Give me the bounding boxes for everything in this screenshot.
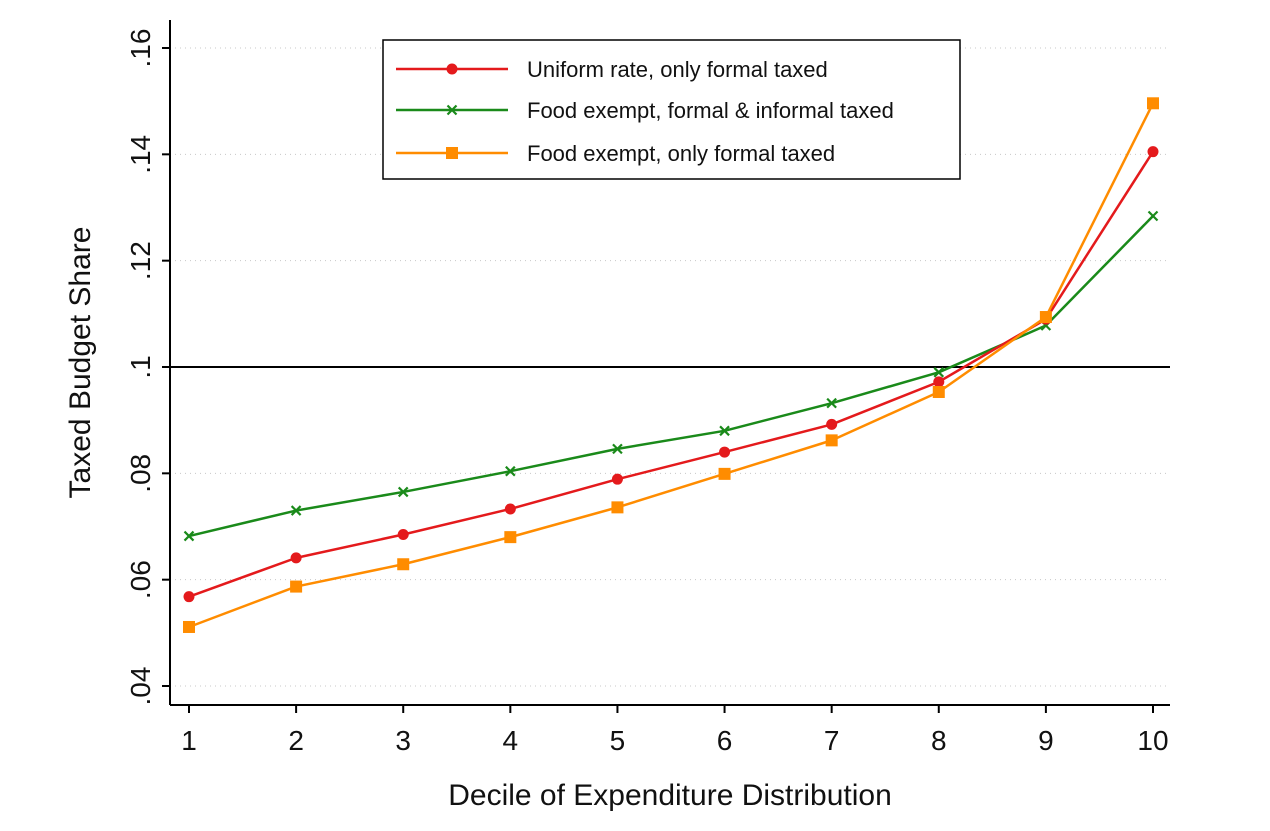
data-point [505,465,516,477]
y-tick-label: .1 [125,355,156,378]
x-tick-label: 9 [1038,725,1054,756]
data-point [1147,146,1159,158]
data-point [826,418,838,430]
marker-stroke [933,367,945,378]
data-point [1039,311,1052,324]
data-point [933,367,945,378]
x-tick-label: 8 [931,725,947,756]
x-tick-label: 4 [503,725,519,756]
x-tick-label: 7 [824,725,840,756]
legend-marker [446,147,458,159]
data-point [933,376,945,388]
x-tick-label: 10 [1137,725,1168,756]
data-point [397,558,410,571]
legend-label: Food exempt, formal & informal taxed [527,98,894,123]
marker-stroke [826,397,837,409]
data-point [397,486,409,498]
data-point [932,385,945,398]
legend-label: Uniform rate, only formal taxed [527,57,828,82]
x-axis-title: Decile of Expenditure Distribution [448,779,892,812]
marker-stroke [397,486,409,498]
data-point [1147,210,1159,222]
x-tick-label: 5 [610,725,626,756]
marker-stroke [1147,210,1159,222]
data-point [612,443,623,455]
x-tick-label: 2 [288,725,304,756]
legend-marker [446,104,458,116]
data-point [611,501,624,514]
data-point [183,620,195,633]
y-tick-label: .14 [125,135,156,174]
series-line [188,215,1154,538]
data-point [183,591,195,603]
y-tick-label: .04 [125,667,156,706]
data-point [504,503,516,515]
data-point [290,552,302,564]
legend: Uniform rate, only formal taxed Food exem… [382,39,961,180]
data-point [826,397,837,409]
series-layer [183,97,1159,633]
data-point [183,530,195,542]
data-point [504,531,517,544]
marker-stroke [183,530,195,542]
data-point [719,446,731,458]
data-point [1147,97,1159,110]
series-line [188,102,1155,629]
marker-stroke [612,443,623,455]
x-tick-label: 3 [395,725,411,756]
axes: .04 .06 .08 .1 .12 .14 .16 1 2 3 4 5 6 7 8 9 10 [125,20,1170,756]
legend-item: Food exempt, only formal taxed [396,141,835,166]
legend-marker [446,63,458,75]
legend-item: Uniform rate, only formal taxed [396,57,828,82]
y-tick-label: .06 [125,560,156,599]
x-tick-label: 6 [717,725,733,756]
legend-item: Food exempt, formal & informal taxed [396,98,894,123]
data-point [825,434,838,447]
y-tick-label: .12 [125,241,156,280]
data-point [611,473,623,485]
y-tick-label: .16 [125,29,156,68]
data-point [290,580,303,593]
data-point [718,467,731,480]
series-3 [183,97,1159,633]
marker-stroke [505,465,516,477]
y-axis-title: Taxed Budget Share [64,227,97,499]
legend-box [382,39,961,180]
marker-stroke [446,104,458,116]
series-1 [183,146,1159,603]
series-line [188,151,1155,598]
data-point [290,505,302,516]
marker-stroke [719,425,730,437]
legend-label: Food exempt, only formal taxed [527,141,835,166]
data-point [719,425,730,437]
marker-stroke [290,505,302,516]
data-point [397,528,409,540]
x-tick-label: 1 [181,725,197,756]
y-tick-label: .08 [125,454,156,493]
